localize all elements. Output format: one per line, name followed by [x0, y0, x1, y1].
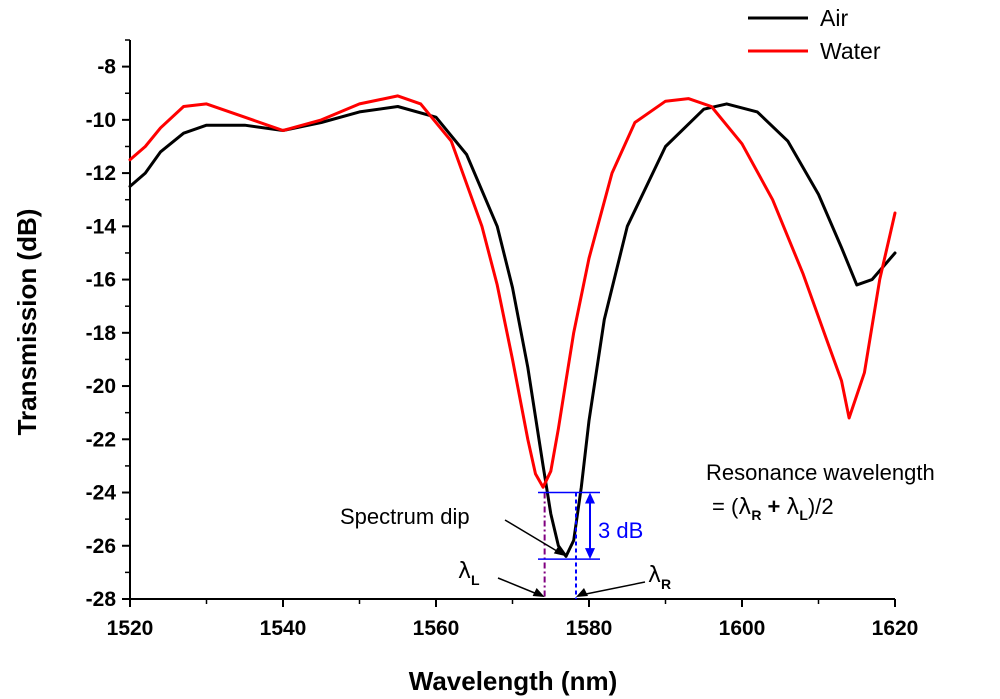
legend-label-water: Water	[820, 38, 881, 64]
lambda-right-symbol: λ	[648, 563, 661, 588]
lambda-right-label: λR	[648, 563, 671, 592]
y-tick-label: -16	[86, 269, 116, 292]
ticks: 1520 1540 1560 1580 1600 1620 -28 -26 -24 -22 -20 -…	[86, 39, 919, 640]
y-axis-title: Transmission (dB)	[12, 209, 42, 436]
y-tick-label: -28	[86, 588, 117, 611]
spectrum-dip-arrow	[504, 519, 562, 555]
lambda-left-symbol: λ	[458, 559, 471, 584]
formula-prefix: = (	[712, 494, 739, 519]
x-tick-label: 1540	[260, 617, 307, 640]
lambda-left-arrow	[497, 577, 540, 596]
formula-lambda-l: λ	[786, 495, 799, 520]
y-tick-label: -24	[86, 482, 117, 505]
annotation-layer	[497, 491, 646, 599]
formula-sub-l: L	[799, 507, 808, 523]
x-axis-title: Wavelength (nm)	[409, 666, 617, 696]
lambda-left-label: λL	[458, 559, 480, 588]
y-tick-label: -18	[86, 322, 117, 345]
y-tick-label: -10	[86, 109, 116, 132]
resonance-line1: Resonance wavelength	[706, 460, 935, 485]
spectrum-dip-label: Spectrum dip	[340, 504, 470, 529]
y-tick-label: -8	[97, 56, 116, 79]
x-tick-label: 1580	[566, 617, 613, 640]
series-layer	[128, 94, 897, 558]
x-tick-label: 1620	[872, 617, 919, 640]
y-tick-label: -22	[86, 428, 116, 451]
formula-lambda-r: λ	[738, 495, 751, 520]
formula-suffix: )/2	[808, 494, 834, 519]
lambda-right-arrow	[580, 581, 646, 596]
resonance-formula: = (λR + λL)/2	[712, 494, 834, 523]
three-db-label: 3 dB	[598, 518, 643, 543]
y-tick-label: -20	[86, 375, 116, 398]
lambda-left-arrowhead	[532, 588, 545, 597]
three-db-arrowhead-down	[585, 548, 595, 560]
legend: Air Water	[748, 5, 881, 64]
y-tick-label: -26	[86, 535, 116, 558]
x-tick-label: 1520	[107, 617, 154, 640]
y-tick-label: -12	[86, 162, 116, 185]
series-line-water	[128, 94, 897, 489]
spectrum-dip-arrowhead	[553, 545, 567, 557]
legend-label-air: Air	[820, 5, 848, 31]
lambda-right-subscript: R	[661, 576, 671, 592]
x-tick-label: 1600	[719, 617, 766, 640]
formula-sub-r: R	[751, 507, 761, 523]
formula-plus: +	[767, 494, 780, 519]
lambda-right-arrowhead	[575, 588, 588, 597]
series-line-air	[128, 102, 897, 558]
x-tick-label: 1560	[413, 617, 460, 640]
three-db-arrowhead-up	[585, 492, 595, 504]
lambda-left-subscript: L	[471, 572, 480, 588]
y-tick-label: -14	[86, 215, 117, 238]
